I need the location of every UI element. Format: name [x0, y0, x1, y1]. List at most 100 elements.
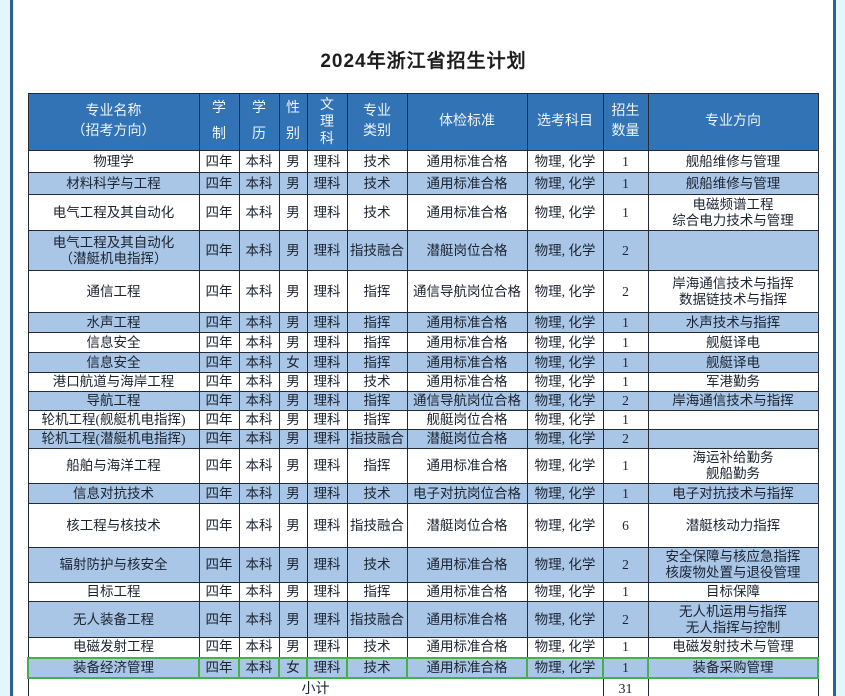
cell-subjects: 物理, 化学 — [526, 547, 604, 583]
cell-medical: 通用标准合格 — [406, 448, 528, 484]
cell-subjects: 物理, 化学 — [526, 601, 604, 638]
cell-subjects: 物理, 化学 — [526, 194, 604, 231]
cell-degree: 本科 — [238, 656, 280, 679]
cell-medical: 通信导航岗位合格 — [406, 391, 528, 411]
cell-name: 辐射防护与核安全 — [27, 547, 200, 583]
cell-gender: 男 — [278, 270, 308, 313]
cell-name: 信息安全 — [27, 352, 200, 373]
cell-track: 理科 — [306, 410, 348, 430]
table-body: 物理学 四年 本科男理科 技术 通用标准合格 物理, 化学 1 舰船维修与管理 材料科学与工程四… — [27, 150, 819, 696]
cell-duration: 四年 — [198, 410, 240, 430]
cell-gender: 男 — [278, 448, 308, 484]
cell-track: 理科 — [306, 582, 348, 602]
cell-medical: 通用标准合格 — [406, 332, 528, 353]
table-row: 轮机工程(舰艇机电指挥) 四年 本科男理科 指挥 舰艇岗位合格 物理, 化学 1 — [27, 410, 819, 430]
cell-gender: 男 — [278, 312, 308, 333]
cell-gender: 男 — [278, 372, 308, 392]
subtotal-count: 31 — [602, 677, 649, 696]
cell-track: 理科 — [306, 656, 348, 679]
cell-degree: 本科 — [238, 547, 280, 583]
cell-duration: 四年 — [198, 150, 240, 173]
cell-direction: 军港勤务 — [647, 372, 819, 392]
cell-medical: 通用标准合格 — [406, 547, 528, 583]
cell-degree: 本科 — [238, 230, 280, 271]
cell-track: 理科 — [306, 172, 348, 195]
cell-degree: 本科 — [238, 503, 280, 548]
cell-subjects: 物理, 化学 — [526, 312, 604, 333]
cell-degree: 本科 — [238, 312, 280, 333]
cell-duration: 四年 — [198, 601, 240, 638]
cell-degree: 本科 — [238, 270, 280, 313]
cell-gender: 男 — [278, 637, 308, 658]
column-header-gender: 性 别 — [278, 93, 308, 151]
cell-name: 船舶与海洋工程 — [27, 448, 200, 484]
cell-count: 1 — [602, 637, 649, 658]
table-row: 信息安全 四年 本科男理科 指挥 通用标准合格 物理, 化学 1 舰艇译电 — [27, 332, 819, 353]
cell-count: 1 — [602, 656, 649, 679]
subtotal-row: 小计 31 — [27, 677, 819, 696]
cell-track: 理科 — [306, 503, 348, 548]
table-row: 材料科学与工程 四年 本科男理科 技术 通用标准合格 物理, 化学 1 舰船维修与管理 — [27, 172, 819, 195]
cell-count: 1 — [602, 352, 649, 373]
cell-subjects: 物理, 化学 — [526, 172, 604, 195]
cell-count: 2 — [602, 601, 649, 638]
cell-track: 理科 — [306, 332, 348, 353]
cell-gender: 男 — [278, 150, 308, 173]
cell-duration: 四年 — [198, 391, 240, 411]
cell-degree: 本科 — [238, 391, 280, 411]
table-row: 电气工程及其自动化 （潜艇机电指挥） 四年 本科男理科 指技融合 潜艇岗位合格 物理, 化… — [27, 230, 819, 271]
cell-degree: 本科 — [238, 582, 280, 602]
cell-medical: 通用标准合格 — [406, 194, 528, 231]
column-header-track: 文 理 科 — [306, 93, 348, 151]
cell-duration: 四年 — [198, 172, 240, 195]
cell-track: 理科 — [306, 448, 348, 484]
cell-gender: 男 — [278, 503, 308, 548]
cell-medical: 电子对抗岗位合格 — [406, 483, 528, 504]
cell-subjects: 物理, 化学 — [526, 150, 604, 173]
cell-track: 理科 — [306, 391, 348, 411]
column-header-name: 专业名称 （招考方向） — [27, 93, 200, 151]
table-row: 核工程与核技术 四年 本科男理科 指技融合 潜艇岗位合格 物理, 化学 6 潜艇核动力指挥 — [27, 503, 819, 548]
subtotal-label: 小计 — [27, 677, 604, 696]
cell-name: 信息对抗技术 — [27, 483, 200, 504]
cell-category: 指技融合 — [346, 601, 408, 638]
cell-track: 理科 — [306, 194, 348, 231]
cell-degree: 本科 — [238, 194, 280, 231]
cell-direction: 无人机运用与指挥 无人指挥与控制 — [647, 601, 819, 638]
cell-direction: 舰船维修与管理 — [647, 150, 819, 173]
cell-name: 港口航道与海岸工程 — [27, 372, 200, 392]
cell-name: 核工程与核技术 — [27, 503, 200, 548]
cell-direction: 海运补给勤务 舰船勤务 — [647, 448, 819, 484]
cell-category: 技术 — [346, 372, 408, 392]
cell-direction — [647, 410, 819, 430]
cell-duration: 四年 — [198, 194, 240, 231]
cell-gender: 男 — [278, 429, 308, 449]
cell-count: 1 — [602, 312, 649, 333]
cell-category: 技术 — [346, 656, 408, 679]
cell-count: 1 — [602, 410, 649, 430]
cell-track: 理科 — [306, 483, 348, 504]
cell-category: 指技融合 — [346, 503, 408, 548]
cell-count: 1 — [602, 150, 649, 173]
cell-duration: 四年 — [198, 372, 240, 392]
cell-gender: 男 — [278, 194, 308, 231]
cell-gender: 男 — [278, 483, 308, 504]
cell-category: 技术 — [346, 194, 408, 231]
cell-gender: 女 — [278, 352, 308, 373]
cell-category: 指挥 — [346, 410, 408, 430]
cell-gender: 男 — [278, 172, 308, 195]
cell-direction: 目标保障 — [647, 582, 819, 602]
cell-degree: 本科 — [238, 601, 280, 638]
cell-name: 目标工程 — [27, 582, 200, 602]
cell-name: 电气工程及其自动化 — [27, 194, 200, 231]
cell-medical: 通用标准合格 — [406, 656, 528, 679]
cell-subjects: 物理, 化学 — [526, 429, 604, 449]
cell-gender: 女 — [278, 656, 308, 679]
table-row: 导航工程 四年 本科男理科 指挥 通信导航岗位合格 物理, 化学 2 岸海通信技术与指挥 — [27, 391, 819, 411]
cell-track: 理科 — [306, 150, 348, 173]
cell-direction: 舰艇译电 — [647, 352, 819, 373]
cell-degree: 本科 — [238, 483, 280, 504]
table-row: 电气工程及其自动化 四年 本科男理科 技术 通用标准合格 物理, 化学 1 电磁频谱工程 综合… — [27, 194, 819, 231]
table-row: 无人装备工程 四年 本科男理科 指技融合 通用标准合格 物理, 化学 2 无人机运用与指挥 无… — [27, 601, 819, 638]
cell-subjects: 物理, 化学 — [526, 582, 604, 602]
